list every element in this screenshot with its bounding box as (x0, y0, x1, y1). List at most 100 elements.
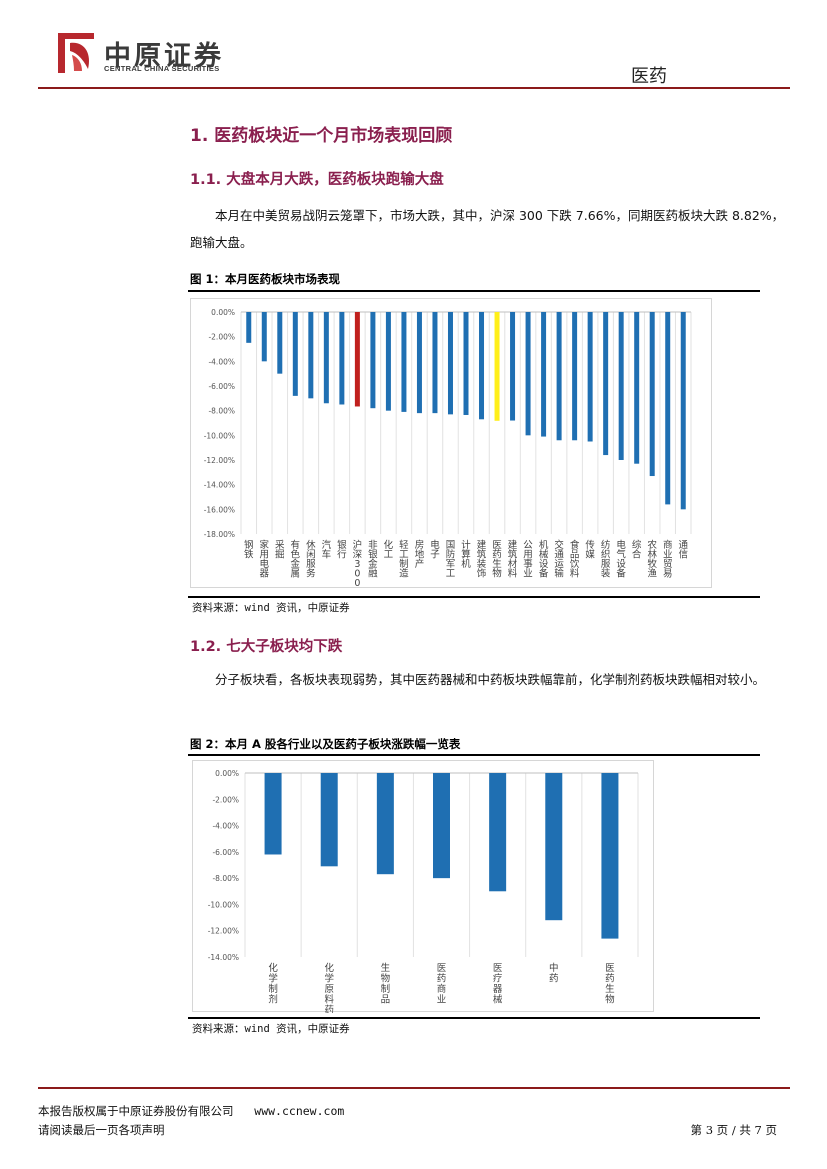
category-label: 铁 (244, 549, 254, 561)
bar (463, 312, 469, 415)
figure2-bottom-rule (188, 1017, 760, 1019)
y-tick-label: -14.00% (208, 953, 239, 962)
category-label: 业 (437, 995, 447, 1006)
y-tick-label: -16.00% (204, 505, 235, 514)
copyright-text: 本报告版权属于中原证券股份有限公司 (38, 1104, 234, 1118)
category-label: 计 (461, 539, 471, 551)
category-label: 械 (539, 549, 549, 561)
bar (447, 312, 453, 415)
category-label: 电 (430, 539, 440, 551)
category-label: 用 (260, 550, 270, 561)
category-label: 行 (337, 549, 347, 561)
category-label: 物 (381, 973, 391, 985)
category-label: 合 (632, 549, 642, 561)
category-label: 业 (523, 569, 533, 580)
category-label: 疗 (493, 973, 503, 985)
figure2-chart: 0.00% -2.00% -4.00% -6.00% -8.00% -10.00% -12.… (192, 760, 654, 1013)
category-label: 生 (492, 558, 502, 570)
category-label: 药 (437, 974, 447, 985)
category-label: 金 (291, 558, 301, 570)
header-section-label: 医药 (631, 66, 667, 87)
category-label: 综 (632, 539, 642, 551)
category-label: 用 (523, 550, 533, 561)
bar (401, 312, 407, 412)
bar (603, 312, 609, 456)
figure1-chart-svg: 0.00% -2.00% -4.00% -6.00% -8.00% -10.00% -12.… (204, 308, 692, 589)
category-label: 输 (554, 568, 564, 580)
bar (494, 312, 500, 421)
bar (292, 312, 298, 396)
category-label: 化 (384, 539, 394, 551)
category-label: 非 (368, 539, 378, 551)
figure1-caption: 图 1：本月医药板块市场表现 (190, 272, 341, 286)
bar (246, 312, 252, 343)
category-label: 医 (493, 963, 503, 974)
bar (264, 773, 282, 855)
category-label: 药 (324, 1005, 334, 1013)
paragraph-2: 分子板块看，各板块表现弱势，其中医药器械和中药板块跌幅靠前，化学制剂药板块跌幅相… (215, 672, 766, 687)
category-label: 银 (368, 549, 378, 561)
header-divider (38, 87, 790, 89)
category-label: 务 (306, 568, 316, 580)
bar (432, 312, 438, 414)
category-label: 事 (523, 558, 533, 570)
bar (649, 312, 655, 477)
bar (370, 312, 376, 409)
category-label: 农 (647, 539, 657, 551)
category-label: 融 (368, 569, 378, 580)
category-label: 电 (260, 558, 270, 570)
category-label: 设 (616, 559, 626, 570)
bar (308, 312, 314, 399)
category-label: 子 (430, 550, 440, 561)
category-label: 医 (605, 963, 615, 974)
category-label: 3 (354, 559, 360, 570)
category-label: 采 (275, 540, 285, 551)
category-label: 工 (446, 569, 456, 580)
y-tick-label: -2.00% (212, 795, 239, 804)
category-label: 学 (324, 973, 334, 985)
category-label: 传 (585, 539, 595, 551)
category-label: 料 (570, 568, 580, 580)
figure1-bottom-rule (188, 596, 760, 598)
y-tick-label: -4.00% (212, 822, 239, 831)
category-label: 材 (508, 558, 518, 570)
category-label: 服 (601, 559, 611, 570)
website-link[interactable]: www.ccnew.com (254, 1104, 345, 1118)
bar (634, 312, 640, 464)
category-label: 剂 (268, 994, 278, 1006)
category-label: 医 (437, 963, 447, 974)
category-label: 药 (605, 974, 615, 985)
category-label: 算 (461, 549, 471, 561)
category-label: 通 (554, 550, 564, 561)
bar (587, 312, 593, 442)
category-label: 器 (260, 569, 270, 580)
bar (416, 312, 422, 414)
category-label: 纺 (601, 539, 611, 551)
y-tick-label: -12.00% (208, 927, 239, 936)
y-tick-label: -12.00% (204, 456, 235, 465)
category-label: 设 (539, 559, 549, 570)
figure2-caption: 图 2：本月 A 股各行业以及医药子板块涨跌幅一览表 (190, 737, 461, 751)
category-label: 轻 (399, 539, 409, 551)
bar (572, 312, 578, 441)
category-label: 生 (605, 983, 615, 995)
y-tick-label: -14.00% (204, 481, 235, 490)
category-label: 牧 (647, 558, 657, 570)
figure2-source: 资料来源：wind 资讯，中原证券 (192, 1023, 350, 1035)
category-label: 原 (324, 984, 334, 995)
category-label: 金 (368, 558, 378, 570)
y-tick-label: -8.00% (208, 407, 235, 416)
category-label: 军 (446, 559, 456, 570)
category-label: 运 (554, 559, 564, 570)
category-label: 电 (616, 539, 626, 551)
category-label: 休 (306, 539, 316, 551)
category-label: 渔 (647, 569, 657, 580)
category-label: 食 (570, 539, 580, 551)
bar (320, 773, 338, 867)
category-label: 交 (554, 539, 564, 551)
category-label: 防 (446, 549, 456, 561)
category-label: 备 (616, 568, 626, 580)
paragraph-1: 本月在中美贸易战阴云笼罩下，市场大跌，其中，沪深 300 下跌 7.66%，同期… (190, 208, 785, 250)
figure2-chart-svg: 0.00% -2.00% -4.00% -6.00% -8.00% -10.00% -12.… (208, 769, 639, 1013)
footer-divider (38, 1087, 790, 1089)
